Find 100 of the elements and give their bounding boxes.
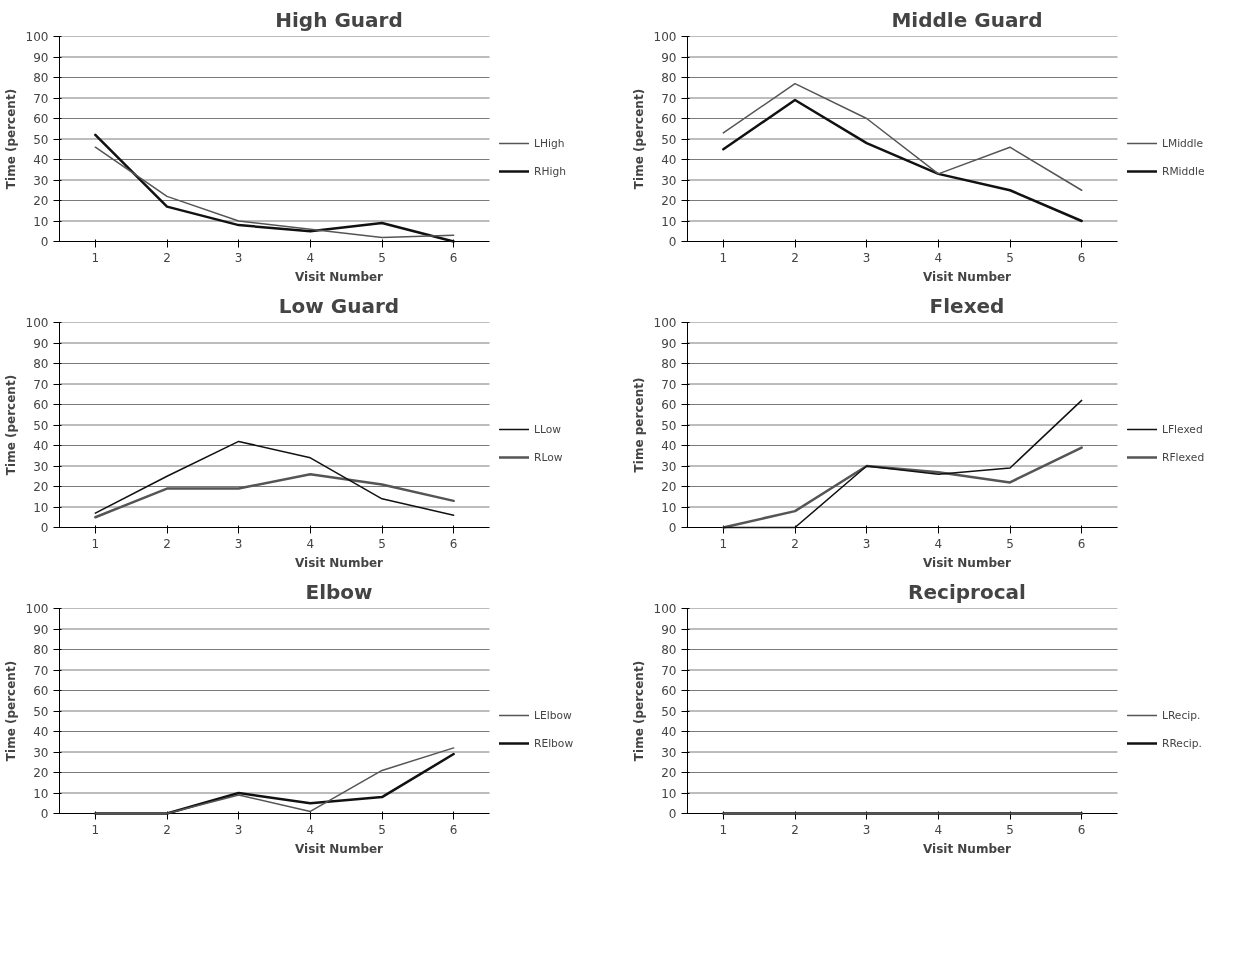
x-tick-label: 6 <box>449 822 458 837</box>
x-tick-label: 5 <box>1006 822 1014 837</box>
x-tick-label: 1 <box>719 822 728 837</box>
x-tick-label: 1 <box>719 536 728 551</box>
x-tick-label: 2 <box>163 536 171 551</box>
y-tick-label: 40 <box>661 153 677 167</box>
y-tick-label: 10 <box>661 500 677 515</box>
y-tick-label: 50 <box>33 704 49 719</box>
x-tick-label: 6 <box>1077 536 1086 551</box>
x-tick-label: 2 <box>163 250 171 265</box>
y-tick-label: 60 <box>33 398 49 412</box>
y-tick-label: 50 <box>661 418 677 433</box>
legend-label: RLow <box>534 450 563 464</box>
x-tick-label: 6 <box>449 536 458 551</box>
y-axis-title: Time (percent) <box>3 374 18 476</box>
x-tick-label: 4 <box>934 250 943 265</box>
y-tick-label: 0 <box>668 807 677 821</box>
y-tick-label: 40 <box>33 725 49 739</box>
x-tick-label: 3 <box>862 822 871 837</box>
x-tick-label: 6 <box>449 250 458 265</box>
y-tick-label: 70 <box>33 663 49 678</box>
y-tick-label: 90 <box>33 622 49 637</box>
y-tick-label: 40 <box>33 153 49 167</box>
x-tick-label: 5 <box>378 822 386 837</box>
y-tick-label: 0 <box>668 521 677 535</box>
x-tick-label: 4 <box>934 536 943 551</box>
x-tick-label: 4 <box>306 250 315 265</box>
y-tick-label: 20 <box>661 766 677 780</box>
y-tick-label: 30 <box>661 459 677 474</box>
x-tick-label: 3 <box>234 822 243 837</box>
x-tick-label: 2 <box>791 536 799 551</box>
legend-label: LLow <box>534 422 561 436</box>
y-tick-label: 40 <box>33 439 49 453</box>
y-tick-label: 60 <box>661 112 677 126</box>
x-axis-title: Visit Number <box>922 841 1012 856</box>
y-tick-label: 70 <box>661 91 677 106</box>
y-tick-label: 50 <box>661 704 677 719</box>
y-tick-label: 20 <box>33 480 49 494</box>
y-tick-label: 90 <box>33 336 49 351</box>
y-tick-label: 100 <box>25 30 49 44</box>
legend-label: LElbow <box>534 708 572 722</box>
x-axis-title: Visit Number <box>922 269 1012 284</box>
x-tick-label: 6 <box>1077 822 1086 837</box>
legend-label: RMiddle <box>1162 164 1205 178</box>
x-tick-label: 5 <box>378 536 386 551</box>
x-tick-label: 1 <box>91 822 100 837</box>
legend-label: RHigh <box>534 164 566 178</box>
x-tick-label: 2 <box>791 250 799 265</box>
y-tick-label: 70 <box>661 377 677 392</box>
x-axis-title: Visit Number <box>294 841 384 856</box>
x-axis-title: Visit Number <box>294 269 384 284</box>
x-tick-label: 1 <box>91 250 100 265</box>
y-tick-label: 90 <box>33 50 49 65</box>
y-tick-label: 70 <box>33 91 49 106</box>
x-tick-label: 1 <box>91 536 100 551</box>
y-axis-title: Time (percent) <box>631 660 646 762</box>
y-axis-title: Time (percent) <box>631 88 646 190</box>
y-tick-label: 100 <box>25 602 49 616</box>
x-tick-label: 4 <box>306 536 315 551</box>
y-tick-label: 100 <box>653 30 677 44</box>
y-tick-label: 0 <box>40 807 49 821</box>
y-tick-label: 20 <box>33 194 49 208</box>
legend-label: RFlexed <box>1162 450 1205 464</box>
y-tick-label: 70 <box>661 663 677 678</box>
y-tick-label: 50 <box>33 132 49 147</box>
x-tick-label: 2 <box>791 822 799 837</box>
y-tick-label: 100 <box>25 316 49 330</box>
x-tick-label: 5 <box>1006 250 1014 265</box>
y-tick-label: 10 <box>33 786 49 801</box>
y-tick-label: 50 <box>33 418 49 433</box>
x-tick-label: 4 <box>934 822 943 837</box>
y-tick-label: 20 <box>33 766 49 780</box>
y-tick-label: 60 <box>33 684 49 698</box>
x-axis-title: Visit Number <box>294 555 384 570</box>
y-tick-label: 30 <box>661 173 677 188</box>
x-tick-label: 5 <box>378 250 386 265</box>
chart-title: Reciprocal <box>908 579 1026 604</box>
legend-label: LFlexed <box>1162 422 1203 436</box>
y-tick-label: 80 <box>33 643 49 657</box>
x-tick-label: 3 <box>234 250 243 265</box>
legend-label: LRecip. <box>1162 708 1201 722</box>
y-tick-label: 10 <box>661 214 677 229</box>
chart-title: High Guard <box>275 7 403 32</box>
chart-title: Middle Guard <box>891 7 1043 32</box>
y-tick-label: 50 <box>661 132 677 147</box>
x-tick-label: 3 <box>862 250 871 265</box>
y-tick-label: 10 <box>661 786 677 801</box>
legend-label: RElbow <box>534 736 574 750</box>
x-axis-title: Visit Number <box>922 555 1012 570</box>
x-tick-label: 6 <box>1077 250 1086 265</box>
y-tick-label: 30 <box>33 459 49 474</box>
y-tick-label: 80 <box>661 357 677 371</box>
y-tick-label: 90 <box>661 336 677 351</box>
chart-title: Low Guard <box>278 293 400 318</box>
x-tick-label: 3 <box>234 536 243 551</box>
y-tick-label: 80 <box>33 71 49 85</box>
y-tick-label: 0 <box>668 235 677 249</box>
legend-label: LHigh <box>534 136 565 150</box>
x-tick-label: 5 <box>1006 536 1014 551</box>
y-tick-label: 20 <box>661 480 677 494</box>
